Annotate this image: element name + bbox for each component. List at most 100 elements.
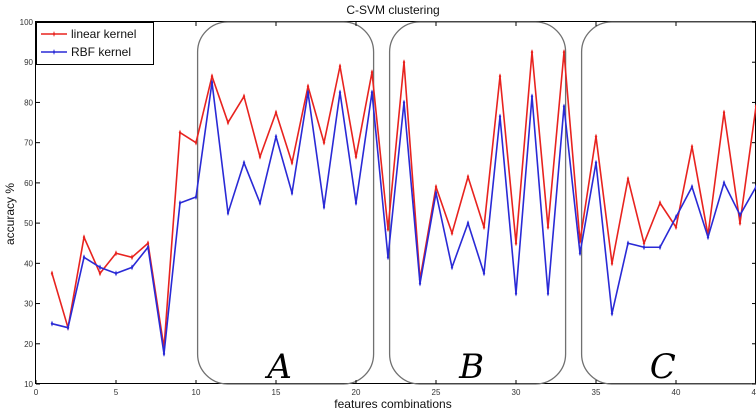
data-point-rbf-kernel (738, 212, 742, 219)
data-point-rbf-kernel (370, 89, 374, 96)
x-tick-label: 5 (114, 388, 119, 397)
data-point-rbf-kernel (658, 244, 662, 251)
data-point-linear-kernel (98, 270, 102, 277)
y-tick-label: 100 (20, 18, 34, 27)
region-label-a: A (264, 347, 292, 387)
data-point-linear-kernel (354, 153, 358, 160)
y-tick-label: 90 (24, 58, 33, 67)
data-point-rbf-kernel (514, 290, 518, 297)
data-point-linear-kernel (530, 49, 534, 56)
data-point-rbf-kernel (386, 254, 390, 261)
x-tick-label: 10 (192, 388, 201, 397)
data-point-linear-kernel (546, 224, 550, 231)
data-point-rbf-kernel (626, 240, 630, 247)
data-point-linear-kernel (434, 183, 438, 190)
legend-marker-linear-kernel (53, 31, 55, 37)
data-point-linear-kernel (690, 143, 694, 150)
legend-box (36, 22, 154, 65)
x-tick-label: 35 (592, 388, 601, 397)
y-tick-label: 40 (24, 259, 33, 268)
data-point-linear-kernel (194, 139, 198, 146)
data-point-linear-kernel (658, 200, 662, 206)
axis-ticks: 0 5 10 15 20 25 30 35 40 45 10 20 30 40 50 60 70 80 90 100 (20, 18, 756, 397)
data-point-linear-kernel (242, 93, 246, 100)
x-tick-label: 20 (352, 388, 361, 397)
x-tick-label: 0 (34, 388, 39, 397)
data-point-rbf-kernel (450, 264, 454, 271)
data-point-linear-kernel (482, 224, 486, 231)
data-point-rbf-kernel (146, 244, 150, 251)
data-point-linear-kernel (642, 240, 646, 247)
data-point-rbf-kernel (530, 93, 534, 100)
series-layer (50, 49, 756, 357)
data-point-linear-kernel (466, 173, 470, 180)
data-point-linear-kernel (82, 234, 86, 241)
data-point-linear-kernel (386, 226, 390, 233)
y-axis-title: accuracy % (3, 183, 17, 245)
y-tick-label: 60 (24, 179, 33, 188)
data-point-linear-kernel (50, 270, 54, 277)
x-tick-label: 15 (272, 388, 281, 397)
data-point-linear-kernel (338, 63, 342, 70)
data-point-linear-kernel (626, 175, 630, 182)
data-point-rbf-kernel (722, 179, 726, 186)
data-point-linear-kernel (738, 220, 742, 227)
data-point-rbf-kernel (562, 103, 566, 110)
data-point-rbf-kernel (258, 200, 262, 206)
data-point-linear-kernel (402, 59, 406, 66)
data-point-rbf-kernel (418, 280, 422, 287)
region-box-c (580, 21, 756, 385)
data-point-linear-kernel (498, 73, 502, 80)
x-tick-label: 30 (512, 388, 521, 397)
x-axis-title: features combinations (334, 397, 451, 411)
data-point-rbf-kernel (402, 99, 406, 106)
data-point-rbf-kernel (578, 250, 582, 257)
data-point-linear-kernel (210, 73, 214, 80)
data-point-linear-kernel (610, 260, 614, 267)
data-point-rbf-kernel (162, 350, 166, 357)
data-point-rbf-kernel (82, 254, 86, 261)
data-point-rbf-kernel (322, 204, 326, 211)
data-point-rbf-kernel (610, 310, 614, 317)
data-point-linear-kernel (450, 230, 454, 237)
y-tick-label: 30 (24, 300, 33, 309)
data-point-rbf-kernel (498, 113, 502, 120)
data-point-linear-kernel (370, 69, 374, 76)
data-point-rbf-kernel (434, 189, 438, 196)
data-point-linear-kernel (226, 119, 230, 126)
data-point-rbf-kernel (466, 220, 470, 227)
region-box-a (196, 21, 375, 385)
x-tick-label: 25 (432, 388, 441, 397)
data-point-rbf-kernel (226, 210, 230, 217)
data-point-rbf-kernel (290, 189, 294, 196)
data-point-linear-kernel (178, 129, 182, 136)
region-box-b (388, 21, 567, 385)
data-point-linear-kernel (258, 153, 262, 160)
data-point-rbf-kernel (674, 214, 678, 221)
y-tick-label: 80 (24, 98, 33, 107)
data-point-linear-kernel (322, 139, 326, 146)
data-point-rbf-kernel (130, 264, 134, 271)
plot-frame (35, 21, 756, 384)
x-tick-label: 45 (752, 388, 756, 397)
data-point-linear-kernel (146, 240, 150, 247)
data-point-linear-kernel (562, 49, 566, 56)
data-point-rbf-kernel (354, 200, 358, 206)
data-point-linear-kernel (290, 159, 294, 166)
legend: linear kernel RBF kernel (36, 22, 154, 65)
data-point-rbf-kernel (274, 133, 278, 140)
data-point-linear-kernel (594, 133, 598, 140)
data-point-linear-kernel (674, 224, 678, 231)
y-tick-label: 70 (24, 139, 33, 148)
data-point-rbf-kernel (194, 193, 198, 200)
data-point-rbf-kernel (98, 264, 102, 271)
legend-label-linear-kernel: linear kernel (71, 27, 136, 41)
data-point-linear-kernel (306, 83, 310, 90)
region-label-b: B (458, 347, 484, 387)
data-point-linear-kernel (130, 254, 134, 261)
chart-title: C-SVM clustering (346, 3, 439, 17)
data-point-linear-kernel (274, 109, 278, 116)
data-point-rbf-kernel (706, 234, 710, 241)
data-point-rbf-kernel (242, 159, 246, 166)
